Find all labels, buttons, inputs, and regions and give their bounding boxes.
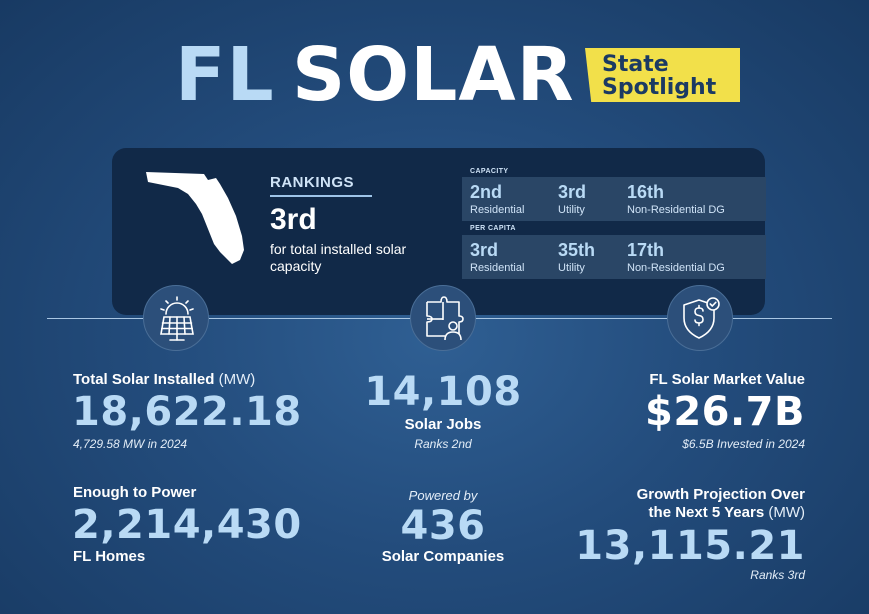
per-capita-label: PER CAPITA [470, 225, 516, 232]
market-sub: $6.5B Invested in 2024 [682, 437, 805, 451]
companies-label: Solar Companies [381, 548, 505, 565]
growth-unit: (MW) [768, 504, 805, 521]
title-solar: SOLAR [292, 32, 575, 118]
state-spotlight-badge: State Spotlight [585, 48, 740, 102]
per-capita-rank-residential: 3rd [470, 240, 499, 260]
capacity-label-nonres: Non-Residential DG [627, 204, 725, 216]
per-capita-label-nonres: Non-Residential DG [627, 262, 725, 274]
jobs-label: Solar Jobs [404, 416, 482, 433]
homes-sub: FL Homes [73, 548, 146, 565]
rankings-underline [270, 195, 372, 197]
per-capita-box [462, 235, 766, 279]
jobs-sub: Ranks 2nd [414, 437, 472, 451]
capacity-rank-nonres: 16th [627, 182, 665, 202]
installed-sub: 4,729.58 MW in 2024 [73, 437, 188, 451]
per-capita-label-residential: Residential [470, 262, 525, 274]
overall-rank: 3rd [270, 203, 317, 236]
capacity-label-utility: Utility [558, 204, 585, 216]
growth-sub: Ranks 3rd [750, 568, 805, 582]
jobs-value: 14,108 [364, 369, 522, 415]
installed-label: Total Solar Installed (MW) [73, 371, 255, 388]
per-capita-rank-utility: 35th [558, 240, 596, 260]
per-capita-rank-nonres: 17th [627, 240, 665, 260]
rankings-heading: RANKINGS [270, 174, 355, 191]
growth-value: 13,115.21 [575, 523, 805, 569]
capacity-label: CAPACITY [470, 168, 509, 175]
capacity-rank-residential: 2nd [470, 182, 503, 202]
growth-label-line2: the Next 5 Years (MW) [555, 504, 805, 521]
growth-label-line1: Growth Projection Over [636, 486, 805, 503]
overall-rank-description: for total installed solar capacity [270, 241, 407, 274]
hero-header: FL SOLAR State Spotlight [0, 0, 869, 130]
solar-panel-icon [143, 285, 209, 351]
market-value: $26.7B [644, 389, 805, 435]
florida-map-icon [146, 172, 244, 264]
installed-label-text: Total Solar Installed [73, 371, 215, 388]
title-state: FL [175, 32, 275, 118]
badge-line-1: State [602, 52, 669, 77]
homes-label: Enough to Power [73, 484, 197, 501]
market-label: FL Solar Market Value [649, 371, 805, 388]
installed-unit: (MW) [218, 371, 256, 388]
capacity-label-residential: Residential [470, 204, 525, 216]
companies-value: 436 [400, 503, 486, 549]
homes-value: 2,214,430 [72, 502, 302, 548]
badge-line-2: Spotlight [602, 75, 717, 100]
growth-label-line2-text: the Next 5 Years [648, 504, 765, 521]
installed-value: 18,622.18 [72, 389, 302, 435]
capacity-rank-utility: 3rd [558, 182, 587, 202]
per-capita-label-utility: Utility [558, 262, 585, 274]
puzzle-worker-icon [410, 285, 476, 351]
capacity-box [462, 177, 766, 221]
companies-pre: Powered by [408, 488, 478, 503]
dollar-shield-icon [667, 285, 733, 351]
